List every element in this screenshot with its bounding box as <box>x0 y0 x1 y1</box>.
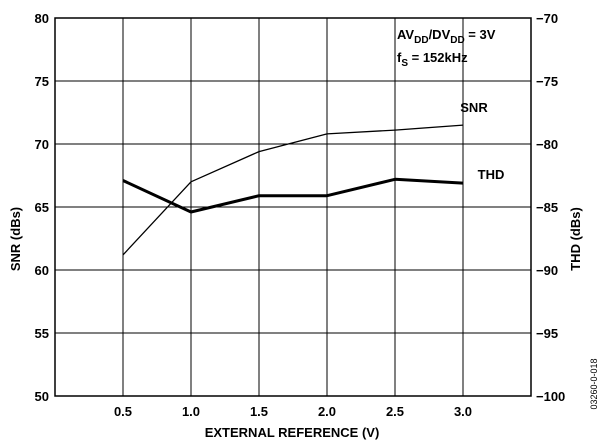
y2-tick-label: −90 <box>536 263 558 278</box>
y2-axis-label: THD (dBs) <box>568 207 583 271</box>
y2-tick-label: −80 <box>536 137 558 152</box>
y2-ticks: −70 −75 −80 −85 −90 −95 −100 <box>536 11 565 404</box>
y-tick-label: 80 <box>35 11 49 26</box>
series-line-snr <box>122 124 464 256</box>
y-ticks: 50 55 60 65 70 75 80 <box>35 11 49 404</box>
grid <box>55 18 531 396</box>
figure-id: 03260-0-018 <box>589 358 599 409</box>
y2-tick-label: −100 <box>536 389 565 404</box>
series-line-thd <box>122 177 464 214</box>
x-tick-label: 3.0 <box>454 404 472 419</box>
y-tick-label: 60 <box>35 263 49 278</box>
x-tick-label: 1.5 <box>250 404 268 419</box>
series-label-snr: SNR <box>460 100 488 115</box>
x-tick-label: 2.0 <box>318 404 336 419</box>
y-axis-label: SNR (dBs) <box>8 207 23 271</box>
plot-frame <box>54 17 532 397</box>
y-tick-label: 75 <box>35 74 49 89</box>
y2-tick-label: −85 <box>536 200 558 215</box>
y-tick-label: 50 <box>35 389 49 404</box>
series-label-thd: THD <box>478 167 505 182</box>
x-tick-label: 2.5 <box>386 404 404 419</box>
x-ticks: 0.5 1.0 1.5 2.0 2.5 3.0 <box>114 404 472 419</box>
y2-tick-label: −95 <box>536 326 558 341</box>
y2-tick-label: −75 <box>536 74 558 89</box>
condition-fs: fS = 152kHz <box>397 50 468 69</box>
y-tick-label: 70 <box>35 137 49 152</box>
x-tick-label: 0.5 <box>114 404 132 419</box>
condition-avdd: AVDD/DVDD = 3V <box>397 27 496 46</box>
y-tick-label: 55 <box>35 326 49 341</box>
series <box>122 124 464 256</box>
x-axis-label: EXTERNAL REFERENCE (V) <box>205 425 380 440</box>
x-tick-label: 1.0 <box>182 404 200 419</box>
y-tick-label: 65 <box>35 200 49 215</box>
y2-tick-label: −70 <box>536 11 558 26</box>
